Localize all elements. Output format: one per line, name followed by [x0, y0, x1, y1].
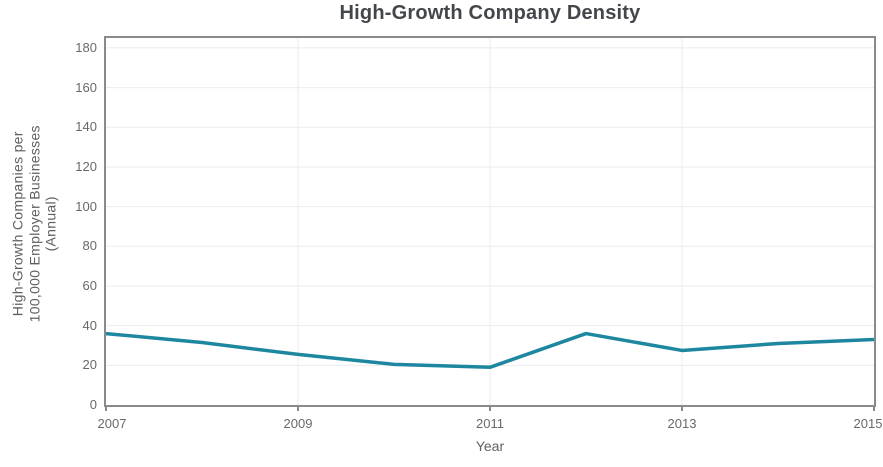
y-tick-label-140: 140	[75, 119, 97, 135]
y-tick-label-100: 100	[75, 198, 97, 214]
x-tick-label-2013: 2013	[667, 416, 697, 431]
x-tick-mark-2015	[873, 407, 875, 411]
chart-title: High-Growth Company Density	[339, 2, 641, 24]
y-tick-label-40: 40	[82, 317, 97, 333]
y-tick-label-120: 120	[75, 158, 97, 174]
y-tick-label-20: 20	[82, 357, 97, 373]
x-tick-mark-2007	[105, 407, 107, 411]
y-tick-label-60: 60	[82, 277, 97, 293]
y-tick-label-0: 0	[89, 397, 97, 412]
x-tick-mark-2013	[681, 407, 683, 411]
x-tick-label-2009: 2009	[283, 416, 313, 431]
data-line-series	[106, 331, 874, 370]
y-tick-label-80: 80	[82, 238, 97, 254]
x-axis-title: Year	[475, 438, 505, 454]
x-tick-mark-2009	[297, 407, 299, 411]
x-tick-mark-2011	[489, 407, 491, 411]
x-tick-label-2007: 2007	[97, 416, 127, 431]
x-tick-label-2011: 2011	[476, 416, 504, 431]
y-tick-label-180: 180	[75, 39, 97, 55]
x-tick-label-2015: 2015	[853, 416, 883, 431]
line-chart-svg	[106, 38, 874, 405]
y-tick-label-160: 160	[75, 79, 97, 95]
plot-area	[104, 36, 876, 407]
